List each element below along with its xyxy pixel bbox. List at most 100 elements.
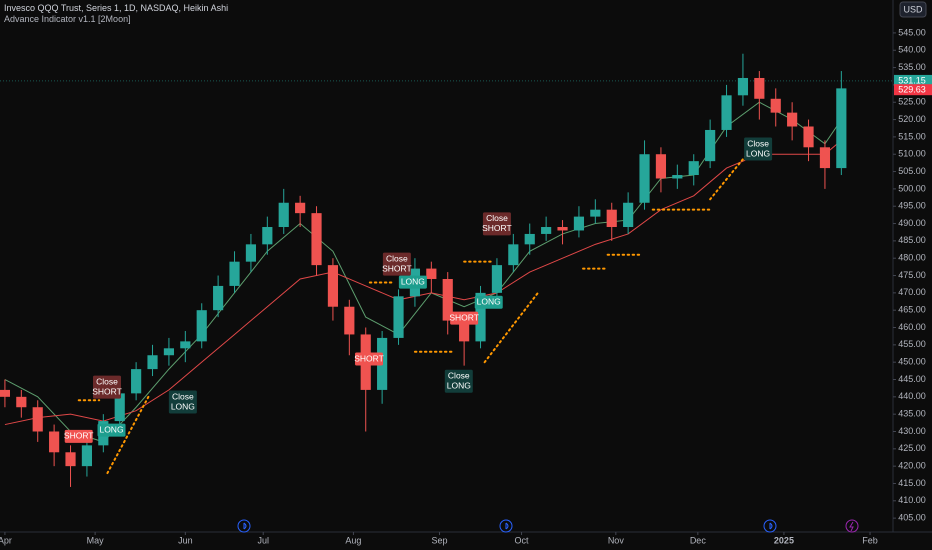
plot-area: CloseSHORTSHORTLONGCloseLONGSHORTCloseSH… [0,53,893,487]
dividend-icon[interactable] [763,519,777,533]
y-tick-label: 440.00 [898,391,926,401]
x-tick-label: Jun [178,535,193,545]
signal-text: Close [486,213,508,223]
candle-body [688,161,699,176]
candle-body [213,285,224,311]
event-icons [237,519,859,533]
candle-body [311,213,322,266]
candle-body [787,112,798,127]
signal-label [482,212,511,236]
signal-label [382,252,411,276]
candle-body [295,202,306,214]
candle-body [754,77,765,99]
icon-glyph [849,521,854,532]
candle-body [393,296,404,338]
signal-text: SHORT [482,223,512,233]
y-tick-label: 520.00 [898,114,926,124]
price-label: 529.63 [898,85,926,95]
chart-title: Invesco QQQ Trust, Series 1, 1D, NASDAQ,… [4,3,228,13]
y-tick-label: 455.00 [898,339,926,349]
y-tick-label: 415.00 [898,478,926,488]
currency-button[interactable] [899,1,927,18]
signal-text: SHORT [64,431,94,441]
candle-body [32,407,43,432]
candle-body [344,306,355,335]
y-tick-label: 490.00 [898,218,926,228]
trailing-stop [106,395,150,475]
y-tick-label: 410.00 [898,495,926,505]
signal-text: SHORT [354,353,384,363]
candle-body [590,209,601,217]
y-tick-label: 470.00 [898,287,926,297]
y-tick-label: 525.00 [898,97,926,107]
x-tick-label: Sep [432,535,448,545]
signal-label [355,352,384,366]
signal-label [398,275,427,289]
y-tick-label: 505.00 [898,166,926,176]
signal-text: Close [386,253,408,263]
x-tick-label: 2025 [774,535,794,545]
candle-body [491,265,503,293]
candle-body [475,292,486,342]
candle-body [819,147,831,169]
candle-body [16,396,27,408]
dividend-icon[interactable] [499,519,513,533]
x-tick-label: Oct [515,535,530,545]
signal-text: SHORT [92,386,122,396]
y-tick-label: 510.00 [898,149,926,159]
price-label-bg [894,74,932,86]
signal-label [444,369,473,393]
x-tick-label: May [87,535,105,545]
y-tick-label: 535.00 [898,62,926,72]
candle-body [655,154,667,179]
signal-label [450,311,479,325]
candle-body [114,393,125,422]
candle-body [721,95,732,130]
price-label-bg [894,84,932,96]
y-tick-label: 475.00 [898,270,926,280]
signal-label [474,295,503,309]
candle-body [442,278,453,321]
y-tick-label: 540.00 [898,45,926,55]
candle-body [49,431,60,453]
signal-label [93,375,122,399]
signal-text: LONG [746,148,770,158]
signal-text: LONG [99,424,123,434]
candle-body [508,244,519,266]
x-tick-label: Jul [257,535,269,545]
split-icon[interactable] [845,519,859,533]
candle-body [180,341,191,349]
candle-body [65,452,76,467]
candle-body [803,126,814,148]
y-tick-label: 405.00 [898,513,926,523]
y-tick-label: 465.00 [898,305,926,315]
candle-body [459,320,470,342]
candle-body [557,227,568,231]
x-tick-label: Dec [690,535,707,545]
trailing-stop [483,291,539,364]
y-tick-label: 500.00 [898,183,926,193]
candle-body [426,268,437,279]
currency-label[interactable]: USD [903,4,923,14]
signal-text: SHORT [449,312,479,322]
signal-label [97,423,126,437]
candle-body [770,98,781,113]
icon-glyph [243,522,773,530]
signal-text: LONG [401,276,425,286]
x-tick-label: Nov [608,535,625,545]
candle-body [672,175,683,179]
candle-body [737,77,749,96]
candle-body [147,355,158,370]
signal-label [168,390,197,414]
dividend-icon[interactable] [237,519,251,533]
signal-text: LONG [171,401,195,411]
candle-body [524,233,535,245]
trailing-stop [709,153,749,201]
y-tick-label: 425.00 [898,443,926,453]
x-tick-label: Aug [345,535,361,545]
candle-body [278,202,289,228]
signal-text: SHORT [382,263,412,273]
candle-body [0,389,11,397]
